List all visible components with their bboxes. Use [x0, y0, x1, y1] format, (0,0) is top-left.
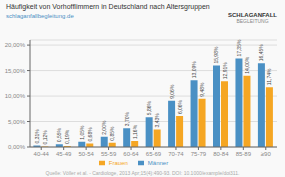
html-text:Frauen: Frauen [108, 160, 128, 166]
svg-text:10,00%: 10,00% [5, 93, 26, 99]
svg-text:75-79: 75-79 [191, 151, 207, 157]
svg-text:0,19%: 0,19% [64, 129, 70, 144]
svg-text:1,16%: 1,16% [132, 124, 138, 139]
svg-text:2,00%: 2,00% [101, 120, 107, 135]
html-text:schlaganfallbegleitung.de: schlaganfallbegleitung.de [6, 13, 74, 19]
svg-text:70-74: 70-74 [168, 151, 184, 157]
svg-text:16,45%: 16,45% [258, 44, 264, 62]
svg-text:0,31%: 0,31% [34, 129, 40, 144]
svg-text:15,98%: 15,98% [214, 46, 220, 64]
svg-text:5,86%: 5,86% [146, 100, 152, 115]
svg-text:0,55%: 0,55% [56, 127, 62, 142]
html-text:Häufigkeit von Vorhofflimmern: Häufigkeit von Vorhofflimmern in Deutsch… [6, 3, 210, 10]
html-text:BEGLEITUNG: BEGLEITUNG [236, 18, 269, 24]
svg-text:60-64: 60-64 [123, 151, 139, 157]
svg-text:0,85%: 0,85% [109, 126, 115, 141]
svg-text:0,12%: 0,12% [42, 130, 48, 145]
html-text:Quelle: Völler et al. - Cardio: Quelle: Völler et al. - Cardiologe, 2013… [45, 170, 240, 176]
html-text:SCHLAGANFALL: SCHLAGANFALL [228, 12, 277, 18]
svg-text:≥90: ≥90 [261, 151, 272, 157]
svg-text:65-69: 65-69 [146, 151, 162, 157]
svg-text:5,00%: 5,00% [8, 119, 26, 125]
svg-text:45-49: 45-49 [56, 151, 72, 157]
svg-text:14,00%: 14,00% [244, 56, 250, 74]
svg-text:20,00%: 20,00% [5, 42, 26, 48]
svg-text:85-89: 85-89 [236, 151, 252, 157]
svg-text:50-54: 50-54 [78, 151, 94, 157]
svg-text:80-84: 80-84 [213, 151, 229, 157]
svg-text:6,06%: 6,06% [177, 99, 183, 114]
svg-text:11,74%: 11,74% [266, 68, 272, 85]
svg-text:17,35%: 17,35% [236, 39, 242, 57]
svg-text:3,70%: 3,70% [124, 111, 130, 126]
svg-text:3,43%: 3,43% [154, 113, 160, 128]
svg-text:12,91%: 12,91% [222, 62, 228, 80]
html-text:Männer: Männer [147, 160, 169, 166]
svg-text:13,09%: 13,09% [191, 61, 197, 79]
svg-text:9,06%: 9,06% [169, 84, 175, 99]
svg-text:1,05%: 1,05% [79, 125, 85, 140]
svg-text:40-44: 40-44 [34, 151, 50, 157]
svg-text:15,00%: 15,00% [5, 68, 26, 74]
svg-text:0,00%: 0,00% [8, 144, 26, 150]
svg-text:55-59: 55-59 [101, 151, 117, 157]
svg-text:0,68%: 0,68% [87, 127, 93, 142]
svg-text:9,48%: 9,48% [199, 82, 205, 97]
